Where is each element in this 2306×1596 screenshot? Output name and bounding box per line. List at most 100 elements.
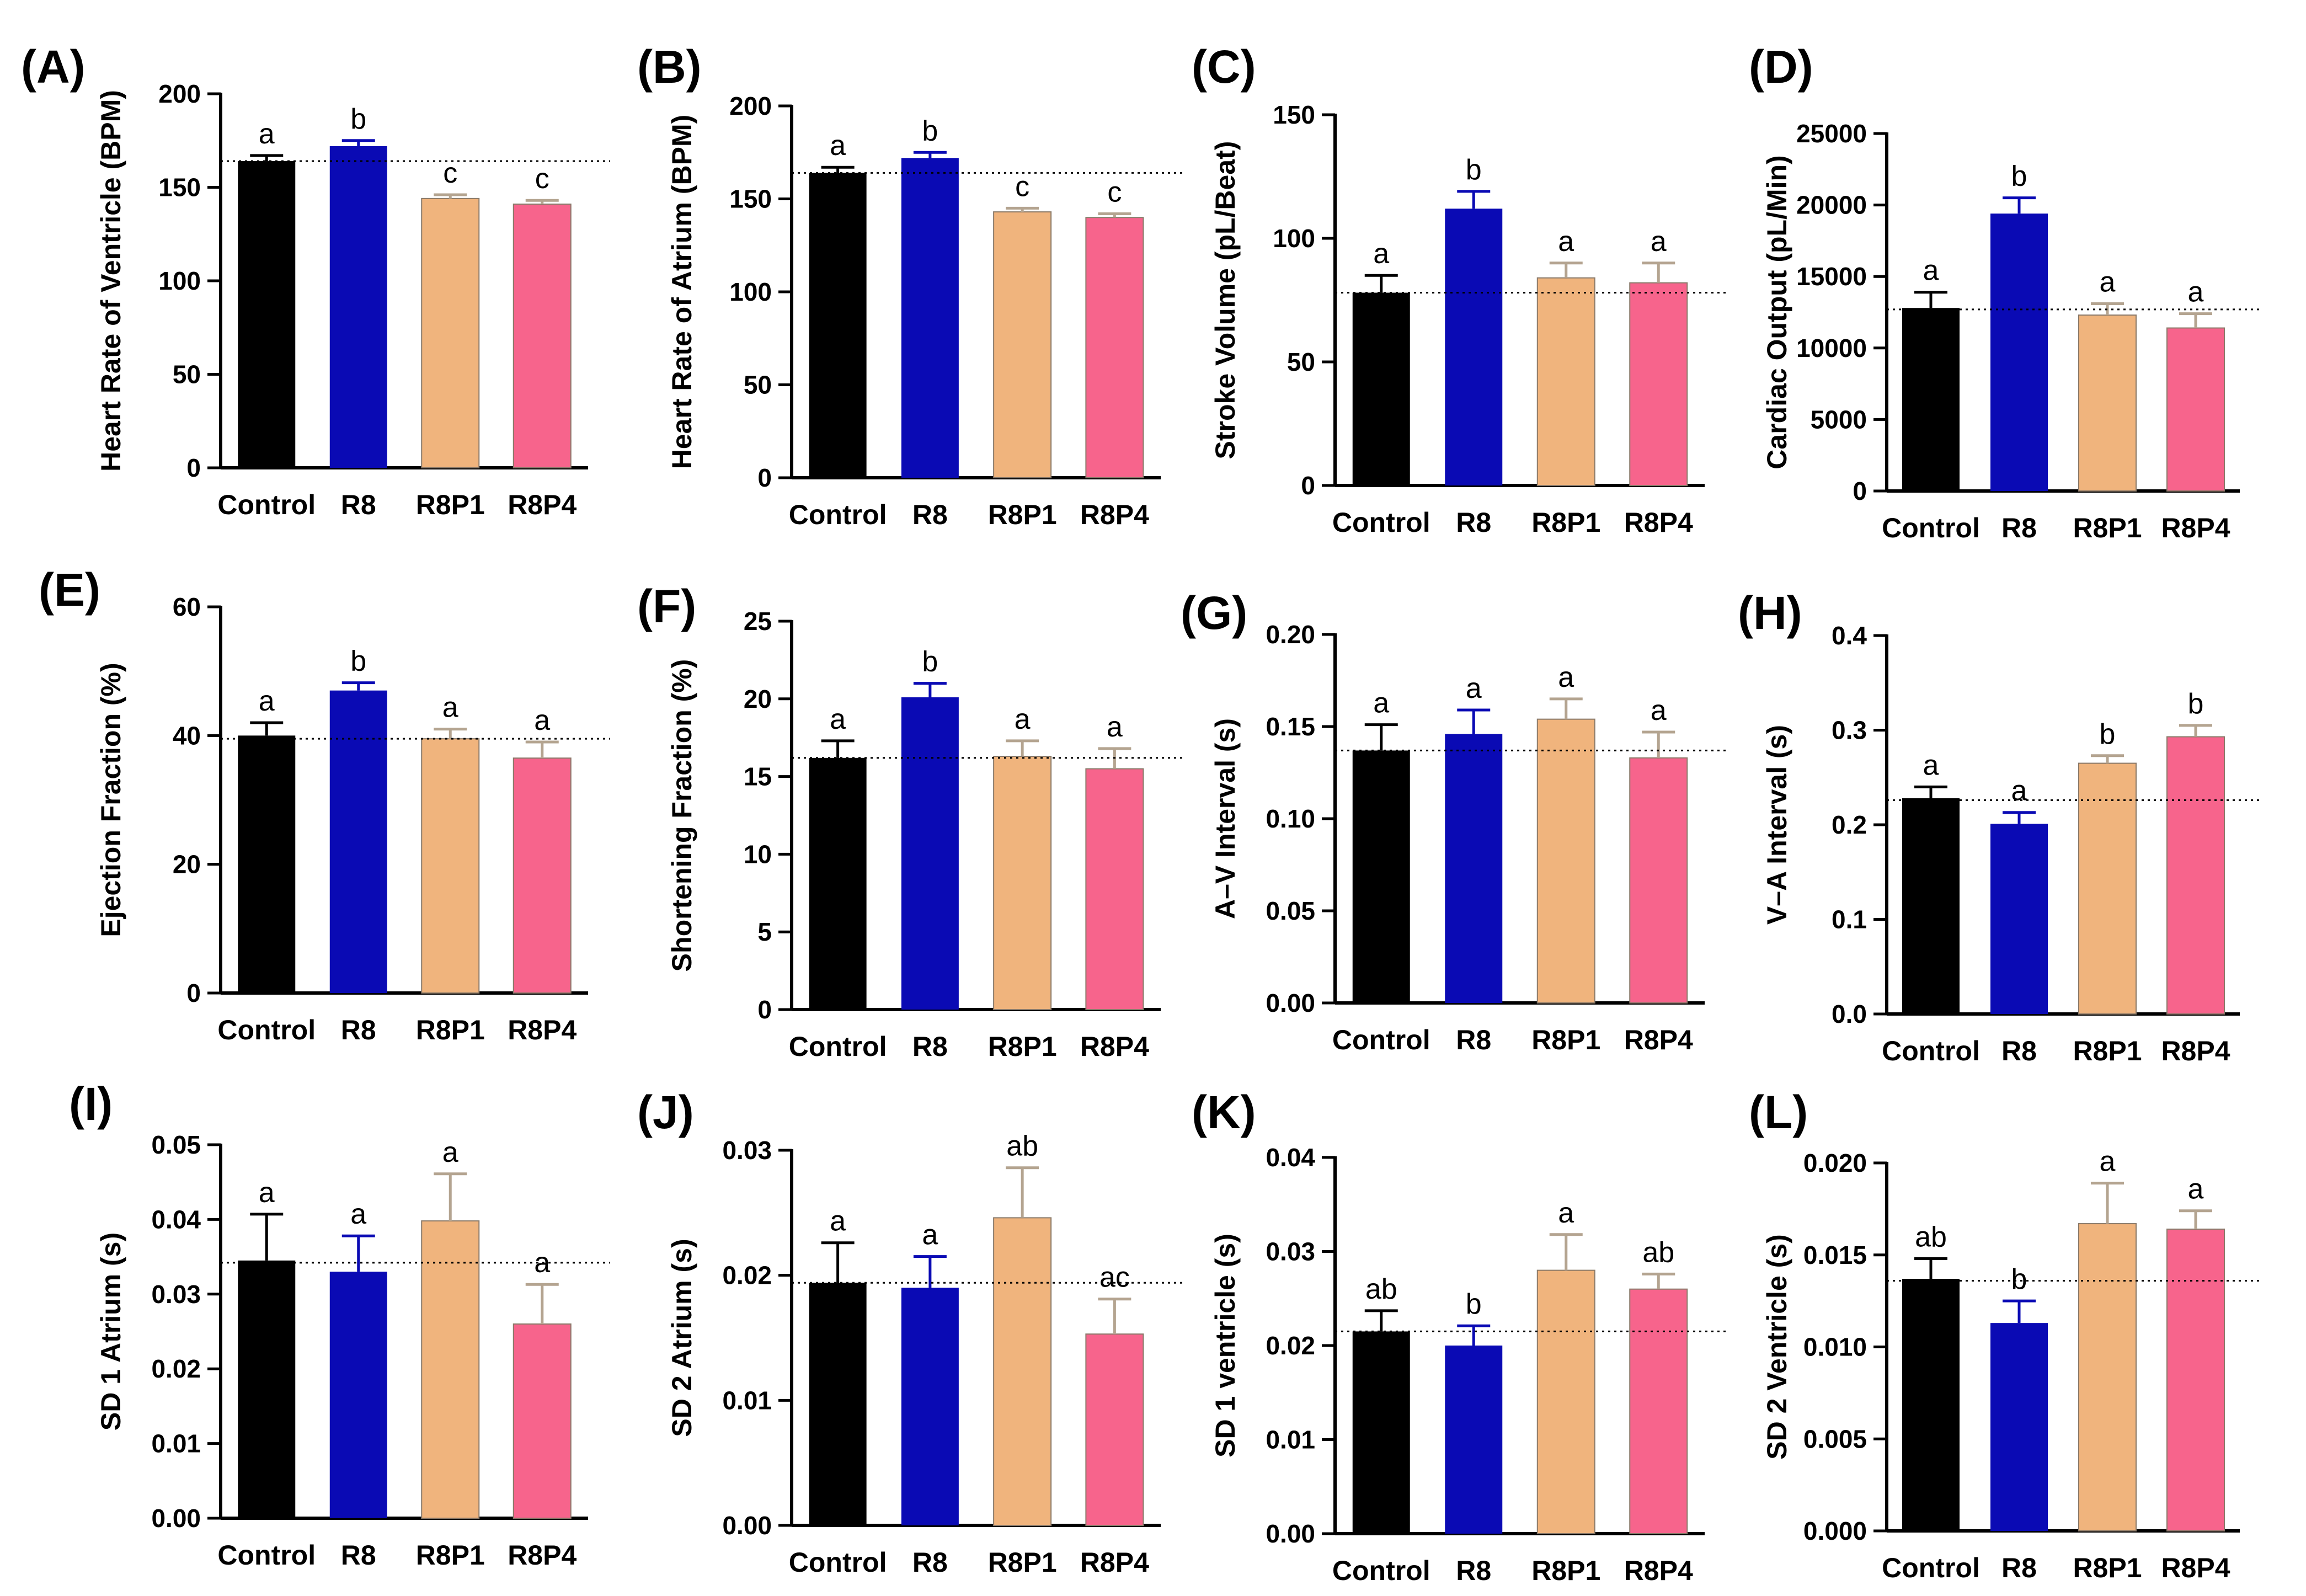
panel-label: (D) [1749,41,1813,93]
category-label: Control [1332,1555,1430,1586]
significance-letter: b [922,115,938,147]
y-tick-label: 0.005 [1803,1424,1867,1453]
bar-r8p4 [1085,768,1144,1011]
y-tick-label: 0.000 [1803,1517,1867,1545]
significance-letter: b [350,103,366,135]
significance-letter: a [350,1198,366,1230]
bar-control [1352,1331,1410,1534]
y-tick-label: 0.3 [1832,716,1867,745]
y-tick-label: 0 [1301,471,1315,500]
significance-letter: a [1015,703,1031,735]
bar-r8p4 [1085,1333,1144,1526]
significance-letter: a [2011,775,2027,807]
y-tick-label: 0.05 [1266,896,1315,925]
significance-letter: a [2100,1146,2116,1178]
y-tick-label: 20000 [1796,191,1867,220]
y-axis-label: SD 2 Atrium (s) [666,1239,697,1437]
y-tick-label: 50 [173,360,201,389]
significance-letter: ab [1915,1221,1947,1253]
bar-r8p1 [1536,277,1595,486]
category-label: R8P4 [1624,507,1693,538]
significance-letter: a [1651,226,1667,258]
significance-letter: b [922,646,938,678]
y-tick-label: 0.02 [1266,1331,1315,1360]
category-label: Control [1332,1024,1430,1055]
y-axis-label: Shortening Fraction (%) [666,659,697,972]
y-tick-label: 200 [729,92,772,120]
bar-r8p1 [993,1217,1052,1526]
category-label: Control [217,489,316,520]
bar-r8p4 [2166,1229,2225,1532]
bar-control [238,161,296,468]
y-tick-label: 0.010 [1803,1333,1867,1362]
y-tick-label: 0.2 [1832,810,1867,839]
category-label: R8P1 [988,499,1057,530]
significance-letter: ab [1006,1130,1038,1162]
y-tick-label: 0 [757,995,772,1024]
bar-r8p1 [2078,314,2137,492]
significance-letter: a [1107,711,1123,743]
significance-letter: a [534,704,550,736]
significance-letter: a [1373,687,1389,719]
y-axis-label: Cardiac Output (pL/Min) [1761,155,1792,469]
y-tick-label: 60 [173,593,201,621]
y-tick-label: 0.02 [722,1261,772,1290]
panel-label: (F) [637,580,696,632]
category-label: R8 [1456,1024,1491,1055]
category-label: R8P4 [2161,513,2230,543]
category-label: R8P1 [2073,1035,2142,1066]
category-label: Control [789,1031,887,1062]
category-label: R8 [912,1031,948,1062]
y-tick-label: 0.04 [151,1205,201,1234]
significance-letter: ab [1642,1236,1674,1268]
category-label: R8P1 [1531,507,1600,538]
y-tick-label: 0.00 [1266,1519,1315,1548]
y-tick-label: 0.15 [1266,712,1315,741]
significance-letter: b [1466,154,1482,186]
bar-r8p1 [2078,762,2137,1015]
significance-letter: c [443,157,457,189]
bar-r8p4 [1085,217,1144,478]
significance-letter: ab [1365,1273,1397,1305]
category-label: R8 [2001,513,2037,543]
y-tick-label: 150 [729,185,772,213]
category-label: Control [789,499,887,530]
category-label: R8P1 [416,1540,485,1571]
significance-letter: c [1107,176,1122,208]
y-tick-label: 0.4 [1832,621,1867,650]
panel-label: (J) [637,1086,694,1138]
category-label: Control [217,1015,316,1045]
category-label: R8P1 [988,1031,1057,1062]
category-label: R8P1 [1531,1024,1600,1055]
bar-r8 [901,697,959,1010]
y-axis-label: V–A Interval (s) [1761,725,1792,925]
significance-letter: a [830,1205,846,1237]
significance-letter: b [2011,1263,2027,1295]
significance-letter: a [922,1219,938,1251]
y-tick-label: 40 [173,721,201,750]
bar-r8p4 [1629,282,1688,486]
bar-r8 [329,690,387,993]
y-tick-label: 5 [757,917,772,946]
bar-r8p4 [1629,1288,1688,1534]
panel-label: (K) [1192,1086,1256,1138]
significance-letter: a [2188,276,2204,308]
bar-r8 [1990,213,2048,491]
y-tick-label: 150 [1273,100,1315,129]
y-tick-label: 200 [158,79,201,108]
y-axis-label: A–V Interval (s) [1210,718,1241,919]
category-label: R8P1 [416,1015,485,1045]
y-tick-label: 0.0 [1832,1000,1867,1028]
category-label: R8 [2001,1035,2037,1066]
y-tick-label: 0.01 [1266,1426,1315,1454]
y-tick-label: 0.1 [1832,905,1867,934]
significance-letter: a [1373,238,1389,270]
y-tick-label: 0 [186,979,201,1007]
significance-letter: b [2100,718,2116,750]
significance-letter: a [1558,661,1574,693]
y-tick-label: 0.015 [1803,1241,1867,1269]
y-tick-label: 150 [158,173,201,202]
y-tick-label: 50 [1287,348,1315,376]
bar-r8p1 [421,198,480,468]
